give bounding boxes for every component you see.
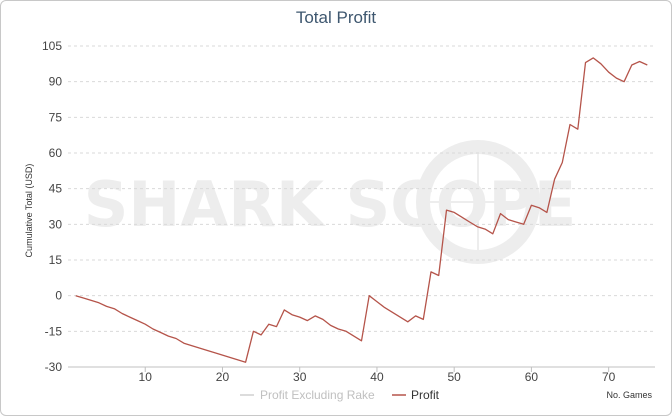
x-tick-label: 50 [448,370,462,384]
legend-label-profit-excluding-rake: Profit Excluding Rake [260,388,375,402]
series-line-profit [75,57,648,363]
x-tick-label: 60 [525,370,539,384]
y-axis-title: Cumulative Total (USD) [24,164,34,258]
x-axis-ticks: 10 20 30 40 50 60 70 [139,367,616,384]
watermark-text: SHARK SCOPE [84,168,577,241]
x-tick-label: 30 [293,370,307,384]
y-tick-label: 30 [49,217,63,231]
x-axis-title: No. Games [606,390,652,400]
x-tick-label: 10 [139,370,153,384]
y-tick-label: -15 [45,324,63,338]
chart-title: Total Profit [295,8,377,27]
legend-item-profit-excluding-rake[interactable]: Profit Excluding Rake [240,388,375,402]
y-tick-label: 15 [49,253,63,267]
series-group [75,57,648,363]
y-tick-label: 45 [49,182,63,196]
watermark-scope-ring [416,140,540,264]
y-tick-label: 75 [49,110,63,124]
legend: Profit Excluding Rake Profit [240,388,440,402]
legend-item-profit[interactable]: Profit [392,388,440,402]
x-tick-label: 70 [602,370,616,384]
y-tick-label: -30 [45,360,63,374]
watermark: SHARK SCOPE [84,140,577,264]
y-tick-label: 0 [55,289,62,303]
y-axis-ticks: 105 90 75 60 45 30 15 0 -15 -30 [42,39,62,374]
y-tick-label: 90 [49,75,63,89]
y-tick-label: 105 [42,39,62,53]
x-tick-label: 40 [370,370,384,384]
legend-label-profit: Profit [411,388,440,402]
y-tick-label: 60 [49,146,63,160]
x-tick-label: 20 [216,370,230,384]
grid-lines [68,45,655,368]
